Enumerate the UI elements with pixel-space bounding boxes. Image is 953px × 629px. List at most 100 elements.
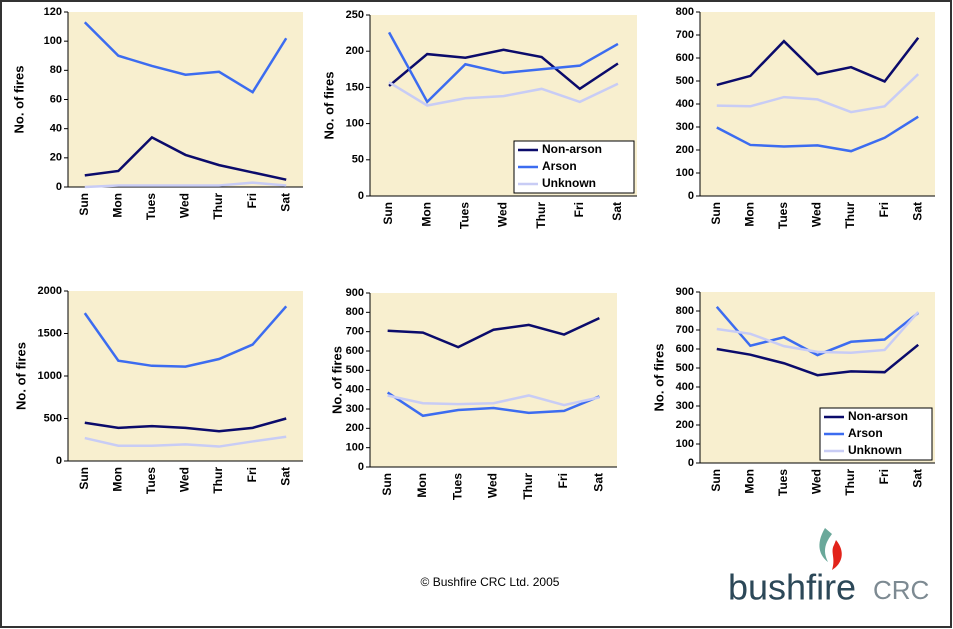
y-tick-label: 0 — [56, 455, 62, 467]
y-tick-label: 900 — [346, 287, 364, 299]
x-tick-label: Thur — [843, 202, 857, 229]
y-axis-label: No. of fires — [11, 66, 26, 134]
y-tick-label: 300 — [676, 121, 694, 133]
y-tick-label: 20 — [50, 152, 62, 164]
x-tick-label: Sat — [278, 193, 292, 212]
line-series — [84, 435, 287, 448]
x-tick-label: Wed — [810, 469, 824, 494]
y-tick-label: 0 — [56, 181, 62, 193]
y-tick-label: 400 — [346, 384, 364, 396]
y-tick-label: 2000 — [38, 285, 62, 297]
y-tick-label: 500 — [44, 412, 62, 424]
y-tick-label: 700 — [346, 326, 364, 338]
y-tick-label: 1000 — [38, 370, 62, 382]
x-tick-label: Mon — [743, 202, 757, 227]
y-tick-label: 100 — [676, 438, 694, 450]
y-tick-label: 600 — [346, 345, 364, 357]
x-tick-label: Wed — [178, 467, 192, 492]
chart: 0 500 1000 1500 2000 Sun Mon Tues Wed Thur Fri Sat N… — [13, 285, 303, 494]
line-series — [716, 73, 920, 114]
x-tick-label: Sun — [709, 469, 723, 492]
y-axis-label: No. of fires — [329, 346, 344, 414]
legend-label: Non-arson — [542, 142, 602, 156]
x-tick-label: Sat — [910, 469, 924, 488]
y-tick-label: 50 — [352, 154, 364, 166]
y-tick-label: 150 — [346, 81, 364, 93]
y-tick-label: 250 — [346, 9, 364, 21]
y-tick-label: 100 — [44, 35, 62, 47]
y-tick-label: 300 — [346, 403, 364, 415]
y-tick-label: 0 — [358, 190, 364, 202]
y-tick-label: 200 — [676, 419, 694, 431]
y-tick-label: 500 — [346, 364, 364, 376]
line-series — [84, 135, 287, 181]
y-tick-label: 120 — [44, 6, 62, 18]
x-tick-label: Wed — [178, 193, 192, 218]
plot-area — [68, 291, 303, 461]
x-tick-label: Mon — [415, 473, 429, 498]
y-tick-label: 500 — [676, 362, 694, 374]
x-tick-label: Sat — [592, 473, 606, 492]
x-tick-label: Fri — [556, 473, 570, 488]
legend-label: Arson — [848, 426, 883, 440]
y-tick-label: 300 — [676, 400, 694, 412]
x-tick-label: Sat — [610, 202, 624, 221]
line-series — [83, 21, 288, 94]
y-tick-label: 700 — [676, 29, 694, 41]
y-tick-label: 800 — [676, 305, 694, 317]
x-tick-label: Thur — [521, 473, 535, 500]
y-tick-label: 0 — [358, 461, 364, 473]
line-series — [84, 417, 287, 433]
legend-label: Unknown — [542, 176, 596, 190]
x-tick-label: Sun — [380, 473, 394, 496]
x-tick-label: Tues — [144, 193, 158, 220]
line-series — [388, 48, 619, 91]
logo: bushfire CRC — [728, 528, 929, 608]
x-tick-label: Wed — [486, 473, 500, 498]
chart: 0 50 100 150 200 250 Sun Mon Tues Wed Thur Fri Sat No… — [321, 9, 637, 229]
y-tick-label: 400 — [676, 381, 694, 393]
legend-label: Unknown — [848, 443, 902, 457]
y-tick-label: 700 — [676, 324, 694, 336]
x-tick-label: Sat — [278, 467, 292, 486]
y-axis-label: No. of fires — [651, 344, 666, 412]
chart: 0 100 200 300 400 500 600 700 800 900 Sun Mon Tues We… — [329, 287, 617, 500]
x-tick-label: Thur — [843, 469, 857, 496]
x-tick-label: Sun — [709, 202, 723, 225]
line-series — [83, 305, 288, 368]
line-series — [387, 317, 600, 349]
y-tick-label: 60 — [50, 93, 62, 105]
y-tick-label: 200 — [346, 45, 364, 57]
plot-area — [700, 12, 935, 196]
logo-sub: CRC — [873, 575, 929, 605]
y-tick-label: 800 — [346, 306, 364, 318]
y-tick-label: 0 — [688, 457, 694, 469]
line-series — [716, 343, 920, 377]
y-tick-label: 200 — [676, 144, 694, 156]
legend-label: Arson — [542, 159, 577, 173]
y-tick-label: 600 — [676, 52, 694, 64]
x-tick-label: Sat — [910, 202, 924, 221]
y-tick-label: 600 — [676, 343, 694, 355]
y-tick-label: 900 — [676, 286, 694, 298]
y-tick-label: 800 — [676, 6, 694, 18]
chart: 0 100 200 300 400 500 600 700 800 Sun Mon Tues Wed Th… — [676, 6, 935, 229]
logo-main: bushfire — [728, 567, 856, 608]
x-tick-label: Fri — [877, 469, 891, 484]
line-series — [387, 31, 619, 104]
x-tick-label: Tues — [458, 202, 472, 229]
x-tick-label: Tues — [776, 202, 790, 229]
x-tick-label: Mon — [111, 193, 125, 218]
plot-area — [370, 293, 617, 467]
logo-flame-green — [819, 528, 832, 562]
plot-area — [68, 12, 303, 187]
y-tick-label: 80 — [50, 64, 62, 76]
x-tick-label: Fri — [245, 193, 259, 208]
x-tick-label: Tues — [144, 467, 158, 494]
line-series — [388, 81, 619, 107]
line-series — [716, 115, 919, 153]
y-tick-label: 400 — [676, 98, 694, 110]
line-series — [84, 181, 287, 189]
x-tick-label: Mon — [111, 467, 125, 492]
